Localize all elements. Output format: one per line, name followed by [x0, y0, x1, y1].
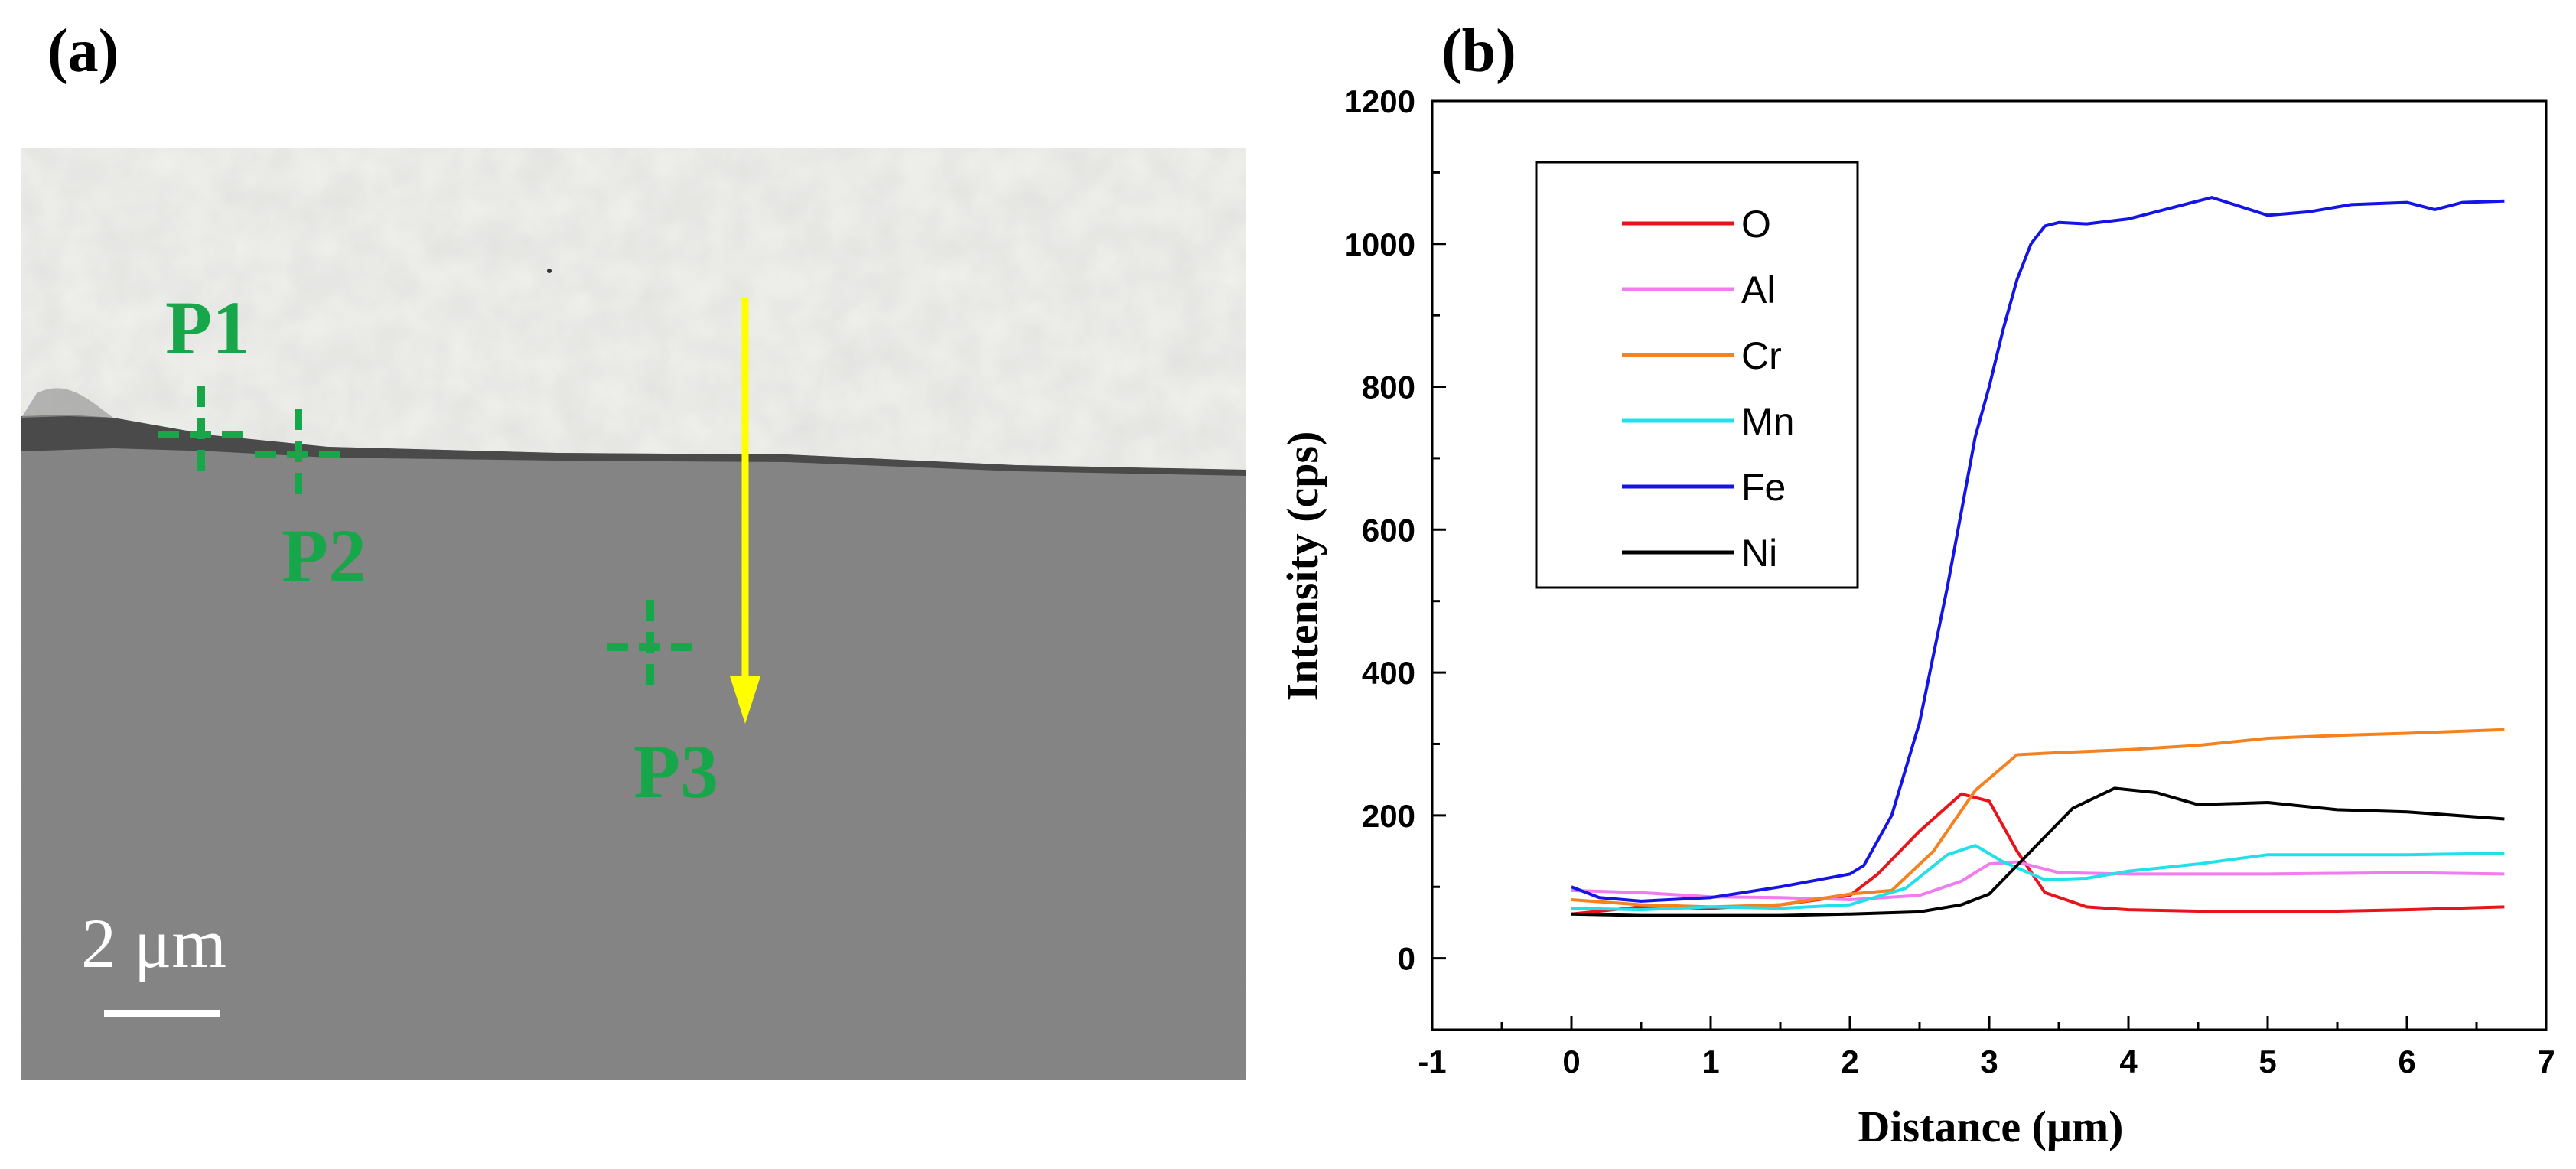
series-line-fe: [1571, 196, 2505, 903]
axis-ticks: [1431, 99, 2548, 1031]
tick-labels: -1 0 1 2 3 4 5 6 7 0 200 400 600 800 1000 1200: [1344, 83, 2555, 1079]
series-line-cr: [1571, 728, 2505, 909]
y-axis-title: Intensity (cps): [1278, 431, 1327, 702]
point-marker-p3: [607, 600, 695, 693]
interface-band: [21, 415, 1246, 476]
sem-micrograph: P1 P2 P3 2 μm: [21, 148, 1246, 1080]
x-tick-label: -1: [1418, 1044, 1446, 1079]
scale-bar: [104, 1010, 220, 1017]
legend-label-ni: Ni: [1741, 532, 1777, 575]
point-label-p2: P2: [282, 513, 366, 598]
y-tick-label: 0: [1398, 941, 1415, 977]
x-tick-label: 5: [2258, 1044, 2276, 1079]
x-tick-label: 7: [2537, 1044, 2555, 1079]
x-tick-label: 0: [1562, 1044, 1580, 1079]
point-marker-p1: [158, 386, 245, 477]
legend-label-o: O: [1741, 203, 1771, 246]
y-tick-label: 800: [1362, 370, 1415, 405]
x-tick-label: 4: [2119, 1044, 2138, 1079]
legend-box: [1535, 161, 1859, 589]
x-axis-title: Distance (μm): [1858, 1102, 2124, 1151]
y-tick-label: 1000: [1344, 226, 1415, 262]
linescan-arrow: [730, 298, 760, 724]
x-tick-label: 2: [1841, 1044, 1858, 1079]
point-label-p3: P3: [633, 729, 718, 814]
y-tick-label: 200: [1362, 798, 1415, 834]
y-tick-label: 1200: [1344, 83, 1415, 119]
series-line-ni: [1571, 786, 2505, 917]
point-marker-p2: [255, 409, 343, 500]
point-label-p1: P1: [165, 285, 250, 370]
scale-bar-label: 2 μm: [81, 904, 226, 982]
series-lines: [1571, 196, 2505, 917]
panel-label-b: (b): [1441, 18, 1516, 85]
x-tick-label: 6: [2398, 1044, 2415, 1079]
x-tick-label: 3: [1980, 1044, 1998, 1079]
y-tick-label: 600: [1362, 512, 1415, 548]
legend-label-al: Al: [1741, 269, 1775, 311]
y-tick-label: 400: [1362, 655, 1415, 691]
legend-label-cr: Cr: [1741, 334, 1782, 377]
series-line-mn: [1571, 844, 2505, 912]
panel-label-a: (a): [47, 18, 119, 85]
x-tick-label: 1: [1702, 1044, 1719, 1079]
legend: O Al Cr Mn Fe Ni: [1535, 161, 1859, 589]
legend-label-mn: Mn: [1741, 400, 1794, 443]
legend-label-fe: Fe: [1741, 466, 1786, 509]
